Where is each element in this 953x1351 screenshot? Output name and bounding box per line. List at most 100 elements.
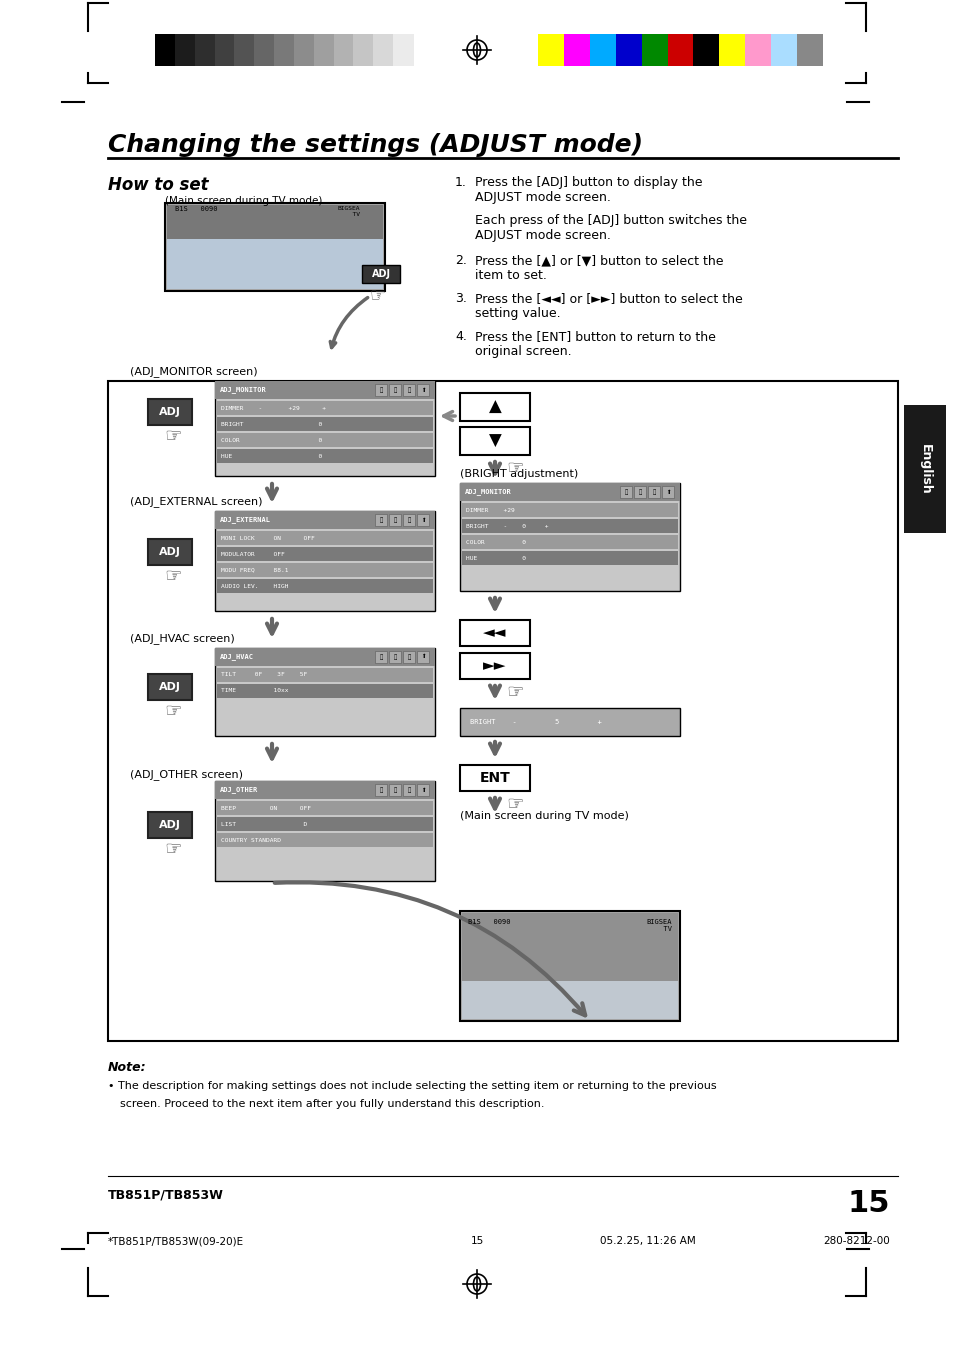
Text: Press the [▲] or [▼] button to select the
item to set.: Press the [▲] or [▼] button to select th…	[475, 254, 722, 282]
Bar	[667, 34, 693, 66]
Text: Each press of the [ADJ] button switches the
ADJUST mode screen.: Each press of the [ADJ] button switches …	[475, 213, 746, 242]
Text: 🖥: 🖥	[623, 489, 627, 494]
Bar	[389, 384, 400, 396]
Text: ADJ_MONITOR: ADJ_MONITOR	[464, 489, 511, 496]
Bar	[459, 653, 530, 680]
Bar	[214, 511, 435, 611]
Bar	[354, 34, 374, 66]
Bar	[389, 784, 400, 796]
Text: 🖥: 🖥	[379, 788, 382, 793]
Bar	[214, 381, 435, 476]
Bar	[373, 34, 394, 66]
Bar	[148, 812, 192, 838]
Bar	[903, 405, 945, 534]
Text: LIST                  D: LIST D	[221, 821, 307, 827]
Bar	[294, 34, 314, 66]
Text: ADJ: ADJ	[371, 269, 390, 280]
Text: ►►: ►►	[483, 658, 506, 674]
Text: 4.: 4.	[455, 330, 466, 343]
Text: (ADJ_EXTERNAL screen): (ADJ_EXTERNAL screen)	[130, 496, 262, 507]
Bar	[165, 203, 385, 290]
Bar	[589, 34, 616, 66]
Text: 💾: 💾	[407, 654, 410, 659]
Bar	[459, 393, 530, 422]
Text: MONI LOCK     ON      OFF: MONI LOCK ON OFF	[221, 535, 314, 540]
Text: ◄◄: ◄◄	[483, 626, 506, 640]
Bar	[459, 427, 530, 455]
Text: BIGSEA
  TV: BIGSEA TV	[337, 205, 359, 216]
Bar	[402, 513, 415, 526]
Text: COLOR                     0: COLOR 0	[221, 438, 322, 443]
Bar	[216, 667, 433, 682]
Text: 🖥: 🖥	[379, 388, 382, 393]
Bar	[148, 539, 192, 565]
Bar	[693, 34, 720, 66]
Bar	[641, 34, 667, 66]
Text: ADJ_HVAC: ADJ_HVAC	[220, 654, 253, 661]
Text: B1S   0090: B1S 0090	[468, 919, 510, 925]
Bar	[459, 765, 530, 790]
Text: Note:: Note:	[108, 1061, 147, 1074]
Text: How to set: How to set	[108, 176, 209, 195]
Bar	[214, 381, 435, 399]
Bar	[167, 205, 382, 239]
Bar	[216, 563, 433, 577]
Text: 🖥: 🖥	[379, 654, 382, 659]
Text: 05.2.25, 11:26 AM: 05.2.25, 11:26 AM	[599, 1236, 695, 1246]
Bar	[274, 34, 294, 66]
Text: 280-8212-00: 280-8212-00	[822, 1236, 889, 1246]
Bar	[615, 34, 641, 66]
Bar	[154, 34, 175, 66]
Bar	[216, 547, 433, 561]
Text: ADJ_OTHER: ADJ_OTHER	[220, 786, 258, 793]
Text: ⬆: ⬆	[420, 388, 425, 393]
Text: ☞: ☞	[164, 427, 182, 446]
Bar	[416, 651, 429, 663]
Text: BIGSEA
  TV: BIGSEA TV	[646, 919, 671, 932]
Text: 💾: 💾	[407, 788, 410, 793]
Text: screen. Proceed to the next item after you fully understand this description.: screen. Proceed to the next item after y…	[120, 1098, 544, 1109]
Text: ⬆: ⬆	[665, 489, 670, 494]
Bar	[402, 651, 415, 663]
Bar	[216, 817, 433, 831]
Text: *TB851P/TB853W(09-20)E: *TB851P/TB853W(09-20)E	[108, 1236, 244, 1246]
Bar	[334, 34, 354, 66]
Text: ☞: ☞	[370, 286, 386, 304]
Text: ADJ: ADJ	[159, 820, 181, 830]
Bar	[216, 449, 433, 463]
Text: ☞: ☞	[164, 703, 182, 721]
Bar	[416, 513, 429, 526]
Text: COLOR          0: COLOR 0	[465, 539, 525, 544]
Bar	[619, 486, 631, 499]
Text: ADJ: ADJ	[159, 407, 181, 417]
Bar	[459, 708, 679, 736]
Text: 💾: 💾	[407, 517, 410, 523]
Text: B1S   0090: B1S 0090	[174, 205, 217, 212]
Text: ▼: ▼	[488, 432, 501, 450]
Text: (ADJ_HVAC screen): (ADJ_HVAC screen)	[130, 634, 234, 644]
Text: ADJ_MONITOR: ADJ_MONITOR	[220, 386, 267, 393]
Bar	[361, 265, 399, 282]
Bar	[194, 34, 214, 66]
Text: ▲: ▲	[488, 399, 501, 416]
Text: ADJ: ADJ	[159, 682, 181, 692]
Text: Press the [ADJ] button to display the
ADJUST mode screen.: Press the [ADJ] button to display the AD…	[475, 176, 701, 204]
Text: MODU FREQ     88.1: MODU FREQ 88.1	[221, 567, 288, 573]
Text: BRIGHT    -    0     +: BRIGHT - 0 +	[465, 523, 548, 528]
Bar	[148, 399, 192, 426]
Text: ADJ_EXTERNAL: ADJ_EXTERNAL	[220, 516, 271, 523]
Text: ☞: ☞	[164, 840, 182, 859]
Text: (Main screen during TV mode): (Main screen during TV mode)	[165, 196, 322, 205]
Text: ⬆: ⬆	[420, 788, 425, 793]
Text: Press the [◄◄] or [►►] button to select the
setting value.: Press the [◄◄] or [►►] button to select …	[475, 292, 742, 320]
Bar	[661, 486, 673, 499]
Bar	[459, 484, 679, 501]
Bar	[461, 551, 678, 565]
Bar	[461, 913, 678, 981]
Text: TIME          10xx: TIME 10xx	[221, 689, 288, 693]
Text: HUE                       0: HUE 0	[221, 454, 322, 458]
Text: TILT     0F    3F    5F: TILT 0F 3F 5F	[221, 673, 307, 677]
Text: 💾: 💾	[638, 489, 641, 494]
Bar	[797, 34, 822, 66]
Bar	[402, 784, 415, 796]
